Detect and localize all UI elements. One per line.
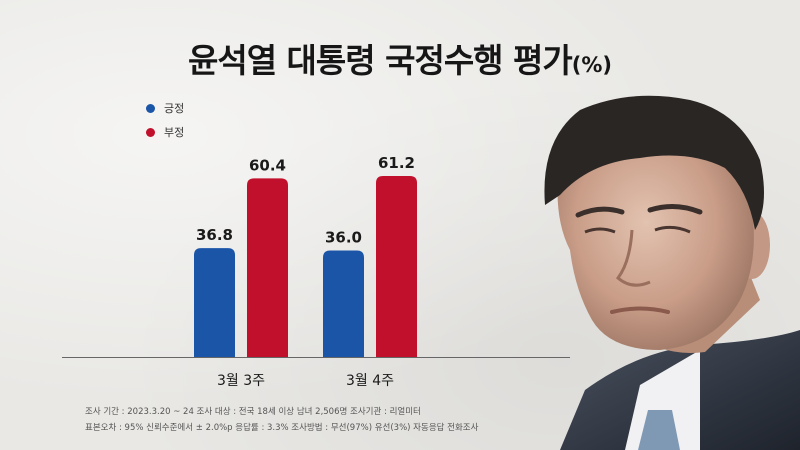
- title-text: 윤석열 대통령 국정수행 평가: [187, 41, 573, 80]
- x-tick-label-1: 3월 3주: [217, 373, 265, 389]
- legend: 긍정 부정: [146, 96, 184, 144]
- legend-dot-negative: [146, 127, 155, 137]
- data-label-positive-1: 36.8: [196, 226, 233, 244]
- legend-label-negative: 부정: [164, 126, 185, 139]
- bar-negative-2: [376, 176, 417, 357]
- chart-title: 윤석열 대통령 국정수행 평가(%): [0, 34, 800, 82]
- x-tick-label-2: 3월 4주: [346, 373, 394, 389]
- data-label-negative-2: 61.2: [378, 154, 415, 172]
- bar-positive-2: [323, 250, 364, 357]
- legend-item-negative: 부정: [146, 120, 184, 144]
- data-label-positive-2: 36.0: [325, 229, 362, 247]
- bar-negative-1: [247, 178, 288, 357]
- survey-notes-line-2: 표본오차 : 95% 신뢰수준에서 ± 2.0%p 응답률 : 3.3% 조사방…: [85, 423, 479, 433]
- legend-dot-positive: [146, 103, 155, 113]
- data-label-negative-1: 60.4: [249, 156, 286, 174]
- bar-positive-1: [194, 248, 235, 357]
- legend-item-positive: 긍정: [146, 96, 184, 120]
- title-unit: (%): [571, 53, 613, 77]
- legend-label-positive: 긍정: [164, 102, 185, 115]
- survey-notes-line-1: 조사 기간 : 2023.3.20 ~ 24 조사 대상 : 전국 18세 이상…: [85, 407, 421, 417]
- survey-notes: 조사 기간 : 2023.3.20 ~ 24 조사 대상 : 전국 18세 이상…: [85, 404, 478, 436]
